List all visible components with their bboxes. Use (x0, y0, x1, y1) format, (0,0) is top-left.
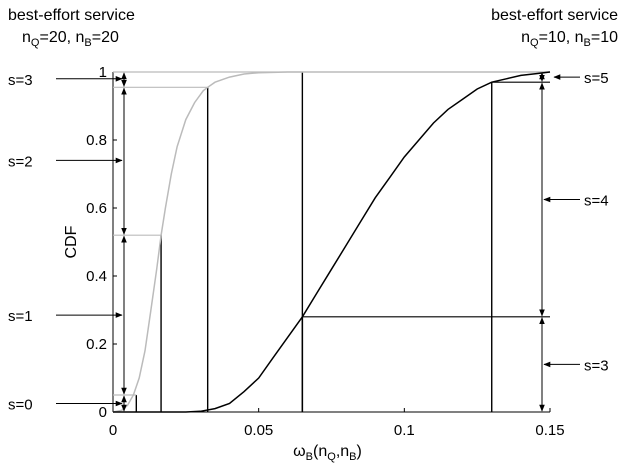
y-tick-label: 1 (99, 64, 107, 81)
left-state-label: s=2 (8, 153, 33, 170)
x-axis-label: ωB(nQ,nB) (293, 443, 362, 463)
state-labels-group: s=0 s=1 s=2 s=3 s=3 s=4 s=5 (8, 70, 609, 413)
y-tick-label: 0.2 (86, 336, 107, 353)
header-params: nQ=10, nB=10 (521, 29, 618, 49)
headers-group: best-effort service nQ=20, nB=20 best-effo… (8, 7, 618, 49)
left-state-label: s=1 (8, 308, 33, 325)
series-group (112, 71, 551, 413)
series-curve-1 (113, 71, 551, 413)
x-tick-label: 0 (109, 422, 117, 439)
y-axis-label: CDF (63, 225, 80, 258)
y-tick-label: 0 (99, 404, 107, 421)
brackets-group (121, 72, 545, 412)
y-tick-label: 0.6 (86, 200, 107, 217)
x-tick-label: 0.05 (244, 422, 273, 439)
header-title: best-effort service (8, 7, 135, 24)
left-state-label: s=3 (8, 72, 33, 89)
header-title: best-effort service (491, 7, 618, 24)
right-state-label: s=5 (584, 70, 609, 87)
x-tick-label: 0.15 (535, 422, 564, 439)
header-params: nQ=20, nB=20 (22, 29, 119, 49)
left-state-label: s=0 (8, 397, 33, 414)
x-tick-label: 0.1 (394, 422, 415, 439)
step-lines-group (113, 71, 550, 412)
y-tick-label: 0.8 (86, 132, 107, 149)
series-curve-0 (112, 71, 550, 413)
right-state-label: s=4 (584, 193, 609, 210)
right-state-label: s=3 (584, 357, 609, 374)
y-tick-label: 0.4 (86, 268, 107, 285)
axes-group: 0 0.2 0.4 0.6 0.8 1 0 0.05 0.1 0.15 CDF ωB(nQ,nB) (63, 64, 565, 463)
